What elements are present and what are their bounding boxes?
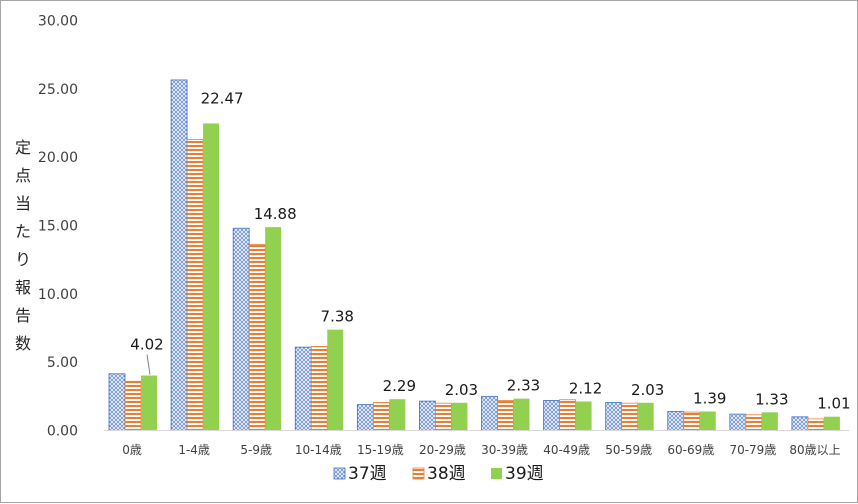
bar-39-2 [265, 227, 282, 431]
bar-38-8 [621, 402, 639, 431]
category-label: 50-59歳 [605, 443, 652, 457]
bar-39-10 [761, 412, 778, 431]
bar-37-2 [232, 227, 250, 431]
category-label: 30-39歳 [481, 443, 528, 457]
legend-swatch [333, 467, 346, 480]
bar-37-1 [170, 79, 188, 431]
data-label-leader [146, 354, 151, 375]
data-label: 2.12 [569, 380, 602, 398]
y-axis-label-char: た [15, 222, 31, 241]
bar-37-5 [419, 400, 436, 431]
bar-39-6 [513, 398, 530, 431]
y-axis-label-char: 定 [15, 138, 31, 157]
y-axis-ticks: 0.00 5.00 10.00 15.00 20.00 25.00 30.00 [38, 14, 78, 440]
bar-39-4 [389, 399, 406, 431]
bars [108, 79, 840, 431]
data-label: 7.38 [321, 308, 354, 326]
y-tick-label: 15.00 [38, 219, 78, 235]
bar-39-8 [637, 402, 654, 431]
bar-39-0 [141, 375, 157, 431]
bar-37-9 [667, 410, 685, 431]
y-axis-label-char: 当 [15, 194, 31, 213]
data-labels: 4.02 22.47 14.88 7.38 2.29 2.03 2.33 2.12 2.03 1.… [130, 89, 850, 412]
bar-38-9 [683, 411, 701, 431]
data-label: 14.88 [254, 205, 297, 223]
category-label: 15-19歳 [357, 443, 404, 457]
bar-38-4 [372, 402, 390, 431]
y-tick-label: 10.00 [38, 287, 78, 303]
bar-37-0 [108, 373, 126, 431]
bar-37-8 [605, 402, 623, 431]
y-tick-label: 5.00 [47, 355, 78, 371]
bar-39-7 [575, 401, 592, 431]
y-tick-label: 30.00 [38, 14, 78, 30]
y-axis-label-char: り [15, 250, 31, 269]
bar-39-11 [823, 416, 840, 431]
legend-label: 38週 [427, 464, 466, 484]
data-label: 1.33 [755, 390, 788, 408]
category-label: 20-29歳 [419, 443, 466, 457]
y-axis-label-char: 報 [15, 278, 31, 297]
bar-39-5 [451, 402, 468, 431]
data-label: 1.39 [693, 390, 726, 408]
bar-37-3 [294, 346, 312, 431]
bar-38-3 [310, 346, 328, 431]
bar-38-5 [435, 402, 452, 431]
bar-37-11 [791, 416, 809, 431]
category-label: 1-4歳 [178, 443, 210, 457]
bar-38-11 [807, 418, 825, 431]
bar-37-10 [729, 413, 747, 431]
legend-swatch [491, 468, 502, 479]
y-axis-label-char: 点 [15, 166, 31, 185]
category-label: 40-49歳 [543, 443, 590, 457]
bar-39-1 [203, 123, 220, 431]
y-tick-label: 25.00 [38, 82, 78, 98]
bar-39-9 [699, 411, 716, 431]
bar-37-4 [356, 404, 374, 431]
bar-38-6 [497, 400, 514, 431]
data-label: 2.29 [383, 377, 416, 395]
legend-label: 37週 [348, 464, 387, 484]
legend-swatch [412, 467, 425, 480]
category-labels: 0歳 1-4歳 5-9歳 10-14歳 15-19歳 20-29歳 30-39歳 40-49歳… [122, 443, 840, 457]
bar-37-6 [481, 395, 498, 431]
y-tick-label: 0.00 [47, 424, 78, 440]
y-axis-label-char: 数 [15, 334, 31, 353]
y-tick-label: 20.00 [38, 150, 78, 166]
bar-38-1 [186, 138, 204, 431]
data-label: 1.01 [817, 395, 850, 413]
category-label: 5-9歳 [240, 443, 272, 457]
data-label: 2.03 [631, 381, 664, 399]
bar-39-3 [327, 329, 344, 431]
bar-38-7 [559, 399, 576, 431]
bar-38-10 [745, 414, 763, 431]
data-label: 2.03 [445, 381, 478, 399]
bar-37-7 [543, 400, 560, 431]
bar-38-2 [248, 244, 266, 431]
category-label: 10-14歳 [295, 443, 342, 457]
category-label: 80歳以上 [789, 443, 840, 457]
legend: 37週 38週 39週 [333, 464, 544, 484]
data-label: 2.33 [507, 377, 540, 395]
legend-label: 39週 [505, 464, 544, 484]
category-label: 0歳 [122, 443, 142, 457]
category-label: 60-69歳 [667, 443, 714, 457]
data-label: 22.47 [201, 89, 244, 107]
y-axis-label-char: 告 [15, 306, 31, 325]
data-label: 4.02 [130, 336, 163, 354]
category-label: 70-79歳 [729, 443, 776, 457]
bar-38-0 [124, 380, 142, 431]
